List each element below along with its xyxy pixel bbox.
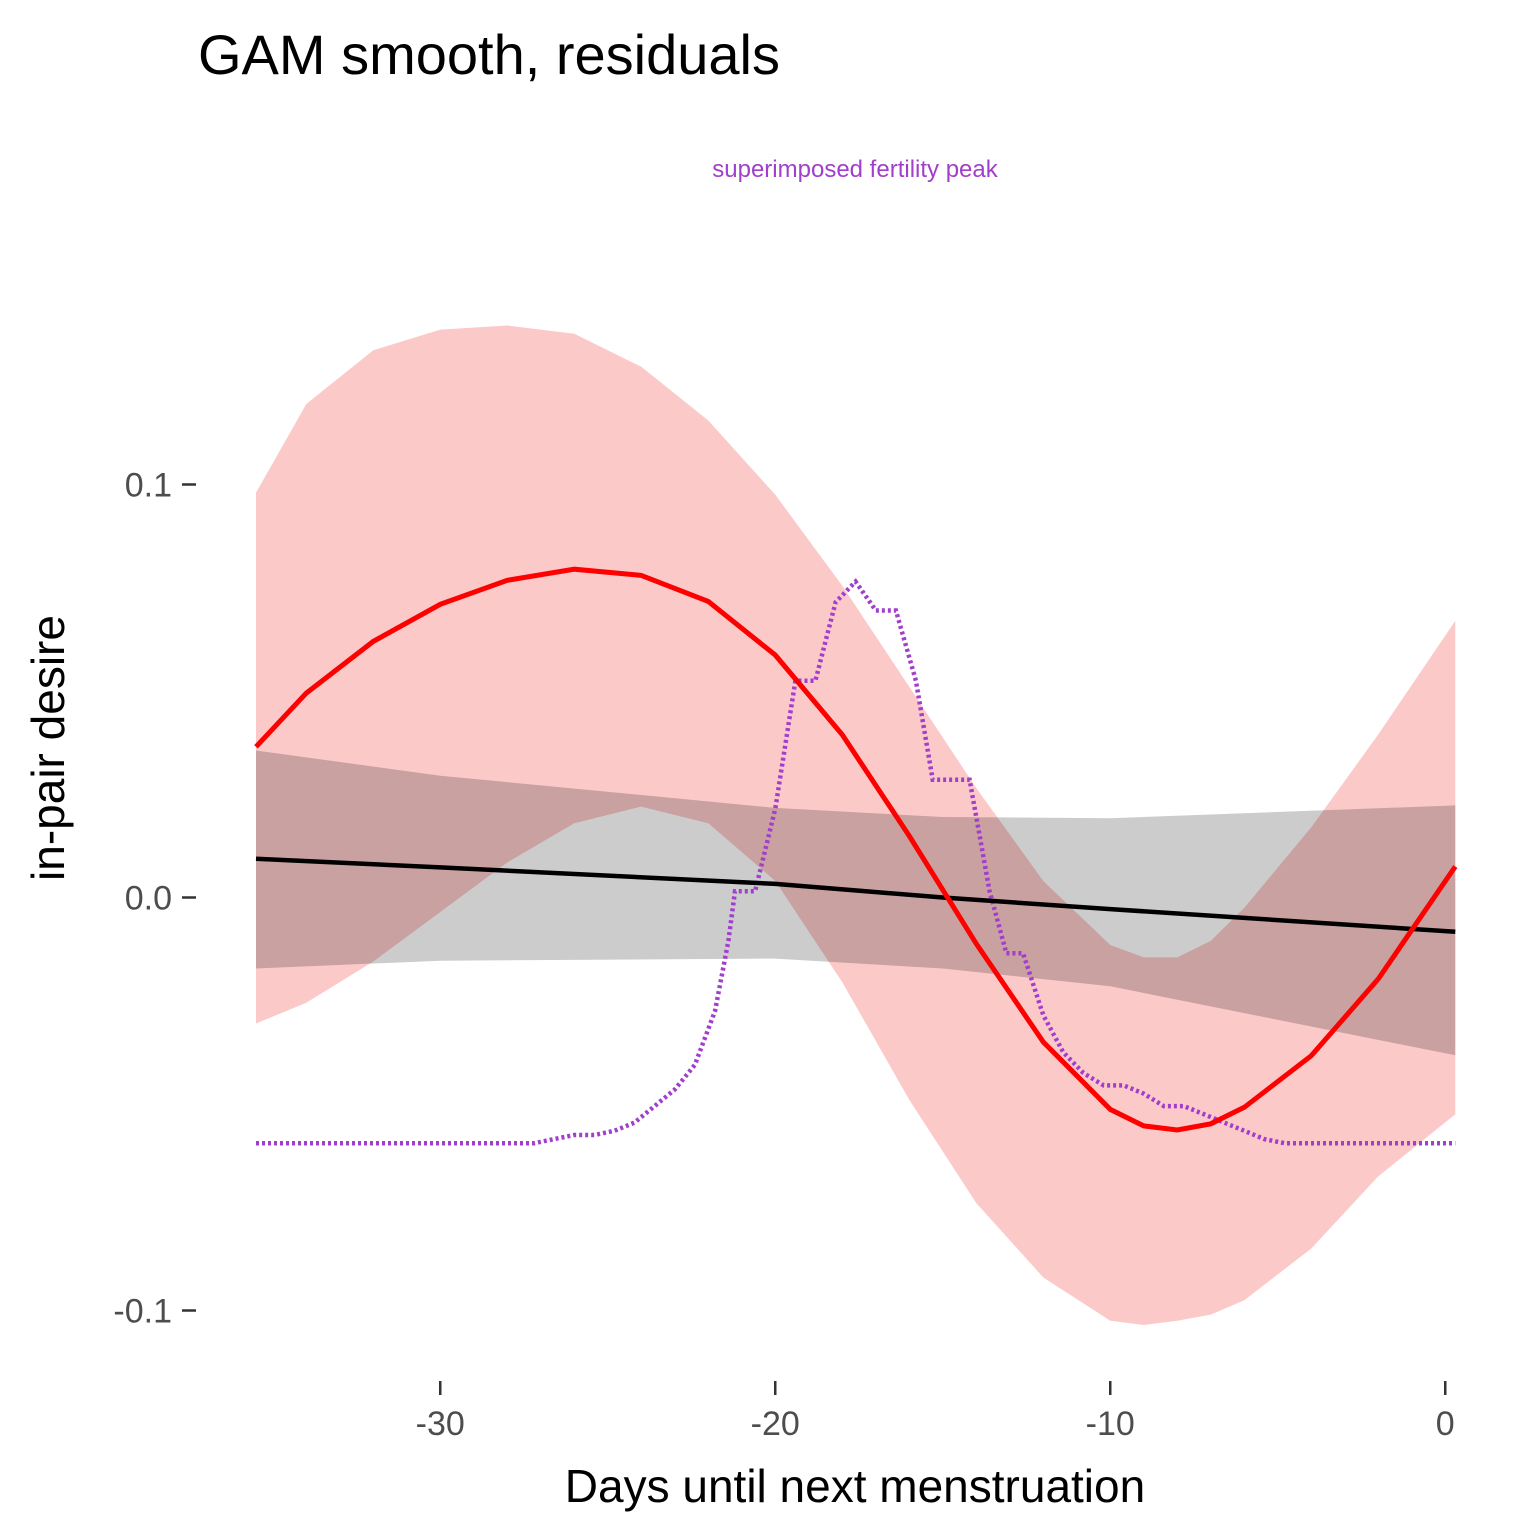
y-axis: 0.1 0.0 -0.1: [113, 467, 196, 1331]
y-tick-label: -0.1: [113, 1293, 172, 1331]
y-axis-title: in-pair desire: [22, 615, 74, 881]
fertility-peak-line: [256, 578, 1456, 1146]
linear-confidence-band: [256, 750, 1456, 1056]
x-axis: -30 -20 -10 0: [416, 1381, 1455, 1443]
linear-fit-line: [255, 856, 1456, 935]
chart-subtitle: superimposed fertility peak: [712, 156, 998, 183]
gam-smooth-line: [254, 566, 1458, 1133]
x-tick-label: -20: [751, 1405, 800, 1443]
x-tick-label: -30: [416, 1405, 465, 1443]
chart-title: GAM smooth, residuals: [198, 23, 780, 86]
x-tick-label: 0: [1436, 1405, 1455, 1443]
y-tick-label: 0.0: [125, 880, 172, 918]
series-lines: [254, 566, 1458, 1146]
x-axis-title: Days until next menstruation: [565, 1460, 1145, 1512]
y-tick-label: 0.1: [125, 467, 172, 505]
x-tick-label: -10: [1086, 1405, 1135, 1443]
confidence-bands: [256, 325, 1456, 1325]
